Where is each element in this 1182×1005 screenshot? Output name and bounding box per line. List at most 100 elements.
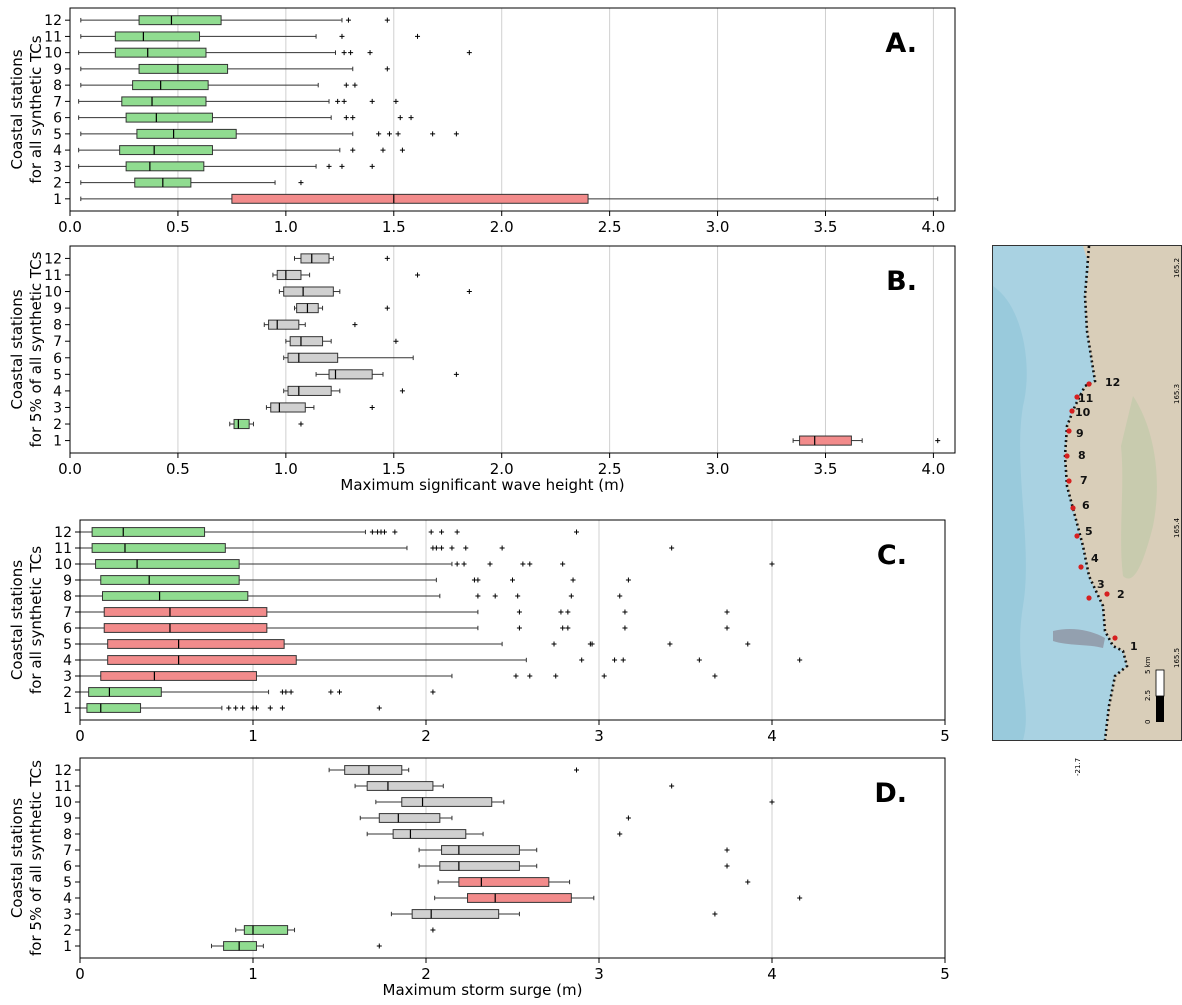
outlier-marker: [553, 673, 559, 679]
map-coastline: [1063, 246, 1129, 740]
y-axis-label: Coastal stations: [8, 49, 26, 169]
x-tick-label: 2: [421, 727, 431, 745]
x-tick-label: 0.0: [58, 218, 82, 236]
outlier-marker: [288, 689, 294, 695]
scale-bar-black: [1156, 696, 1164, 722]
x-tick-label: 3.5: [814, 218, 838, 236]
map-station-marker: [1086, 381, 1092, 387]
outlier-marker: [516, 625, 522, 631]
box-station-4: [107, 655, 297, 665]
map-station-marker: [1070, 505, 1076, 511]
y-axis-label: for all synthetic TCs: [27, 546, 45, 694]
plot-area: [80, 520, 945, 720]
y-tick-label: 1: [53, 192, 62, 208]
outlier-marker: [769, 561, 775, 567]
panel-label: C.: [877, 540, 907, 571]
outlier-marker: [433, 545, 439, 551]
map-station-label: 6: [1082, 499, 1090, 512]
x-tick-label: 0.5: [166, 218, 190, 236]
outlier-marker: [439, 545, 445, 551]
outlier-marker: [279, 705, 285, 711]
outlier-marker: [369, 98, 375, 104]
y-tick-label: 1: [63, 939, 72, 955]
outlier-marker: [797, 895, 803, 901]
box-station-8: [132, 80, 209, 91]
x-tick-label: 4.0: [921, 460, 945, 478]
y-tick-label: 4: [63, 891, 72, 907]
outlier-marker: [350, 115, 356, 121]
box-station-9: [138, 63, 229, 74]
map-station-label: 2: [1117, 588, 1125, 601]
outlier-marker: [393, 98, 399, 104]
outlier-marker: [696, 657, 702, 663]
y-tick-label: 9: [53, 301, 62, 317]
lon-label-165-3: 165.3: [1173, 384, 1181, 404]
box-station-12: [91, 527, 206, 537]
y-tick-label: 12: [44, 251, 62, 267]
plot-frame: [69, 7, 956, 212]
outlier-marker: [393, 338, 399, 344]
outlier-marker: [475, 593, 481, 599]
panel-label: D.: [874, 778, 907, 809]
outlier-marker: [341, 50, 347, 56]
box-station-2: [233, 418, 250, 430]
outlier-marker: [369, 529, 375, 535]
outlier-marker: [337, 689, 342, 695]
box-station-1: [231, 193, 589, 204]
outlier-marker: [475, 577, 481, 583]
panel-a-wave-height-all: 0.0 0.5 1.0 1.5 2.0 2.5 3.0 3.5 4.01234567891011…: [8, 7, 956, 236]
outlier-marker: [352, 82, 358, 88]
y-tick-label: 9: [53, 62, 62, 78]
panel-label: B.: [886, 266, 917, 297]
outlier-marker: [565, 609, 571, 615]
outlier-marker: [461, 561, 467, 567]
outlier-marker: [601, 673, 607, 679]
y-tick-label: 2: [63, 685, 72, 701]
y-tick-label: 2: [53, 417, 62, 433]
outlier-marker: [335, 98, 341, 104]
map-station-label: 4: [1091, 552, 1099, 565]
map-station-marker: [1064, 453, 1070, 459]
outlier-marker: [620, 657, 626, 663]
outlier-marker: [669, 783, 675, 789]
box-station-2: [243, 925, 289, 935]
outlier-marker: [341, 98, 347, 104]
outlier-marker: [724, 625, 730, 631]
outlier-marker: [345, 17, 351, 23]
box-station-4: [287, 385, 332, 396]
y-tick-label: 11: [54, 541, 72, 557]
outlier-marker: [328, 689, 334, 695]
box-station-10: [283, 286, 334, 297]
box-station-11: [91, 543, 226, 553]
x-tick-label: 0.0: [58, 460, 82, 478]
map-station-marker: [1074, 533, 1080, 539]
outlier-marker: [574, 529, 580, 535]
outlier-marker: [797, 657, 803, 663]
y-tick-label: 2: [63, 923, 72, 939]
outlier-marker: [233, 705, 239, 711]
box-station-7: [103, 607, 268, 617]
outlier-marker: [380, 147, 386, 153]
box-station-5: [136, 128, 237, 139]
x-axis-label: Maximum storm surge (m): [383, 981, 583, 999]
outlier-marker: [369, 163, 375, 169]
outlier-marker: [513, 673, 519, 679]
x-tick-label: 1.0: [274, 460, 298, 478]
outlier-marker: [384, 255, 390, 261]
y-tick-label: 8: [53, 78, 62, 94]
outlier-marker: [669, 545, 675, 551]
box-station-3: [270, 402, 306, 413]
box-station-11: [366, 781, 434, 791]
outlier-marker: [527, 673, 533, 679]
box-station-5: [107, 639, 285, 649]
outlier-marker: [622, 625, 628, 631]
outlier-marker: [516, 609, 522, 615]
x-tick-label: 2.0: [490, 218, 514, 236]
x-tick-label: 5: [940, 727, 950, 745]
outlier-marker: [453, 371, 459, 377]
outlier-marker: [392, 529, 398, 535]
y-tick-label: 5: [53, 127, 62, 143]
box-station-1: [86, 703, 142, 713]
outlier-marker: [568, 593, 574, 599]
outlier-marker: [384, 66, 390, 72]
